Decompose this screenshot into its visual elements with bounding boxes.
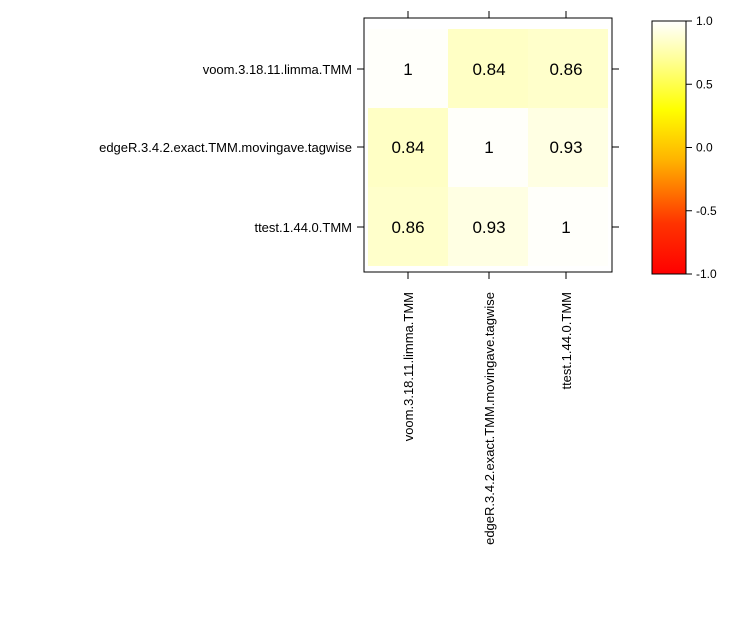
heatmap-cell <box>368 29 448 108</box>
column-label: edgeR.3.4.2.exact.TMM.movingave.tagwise <box>482 292 497 545</box>
heatmap-cell <box>448 108 528 187</box>
heatmap-value-label: 1 <box>484 138 493 157</box>
colorbar-tick-label: 0.0 <box>696 141 713 155</box>
heatmap-cells <box>368 29 608 266</box>
row-label: voom.3.18.11.limma.TMM <box>203 62 352 77</box>
heatmap-value-label: 0.86 <box>391 218 424 237</box>
heatmap-value-label: 1 <box>403 60 412 79</box>
heatmap-cell <box>448 29 528 108</box>
heatmap-cell <box>528 108 608 187</box>
heatmap-value-label: 0.84 <box>391 138 424 157</box>
colorbar: 1.0 0.5 0.0 -0.5 -1.0 <box>651 14 717 281</box>
heatmap-value-labels: 1 0.84 0.86 0.84 1 0.93 0.86 0.93 1 <box>391 60 582 237</box>
heatmap-cell <box>448 187 528 266</box>
plot-frame <box>363 17 613 273</box>
column-label: ttest.1.44.0.TMM <box>559 292 574 390</box>
heatmap-cell <box>528 29 608 108</box>
colorbar-gradient <box>651 20 687 275</box>
heatmap-cell <box>528 187 608 266</box>
heatmap-value-label: 0.84 <box>472 60 505 79</box>
row-label: ttest.1.44.0.TMM <box>254 220 352 235</box>
heatmap-value-label: 1 <box>561 218 570 237</box>
heatmap-value-label: 0.93 <box>549 138 582 157</box>
heatmap-axes: voom.3.18.11.limma.TMM edgeR.3.4.2.exact.… <box>99 11 619 545</box>
heatmap-cell <box>368 187 448 266</box>
column-label: voom.3.18.11.limma.TMM <box>401 292 416 441</box>
colorbar-tick-label: 0.5 <box>696 77 713 91</box>
heatmap-value-label: 0.86 <box>549 60 582 79</box>
heatmap-cell <box>368 108 448 187</box>
colorbar-tick-label: -0.5 <box>696 204 717 218</box>
colorbar-tick-label: 1.0 <box>696 14 713 28</box>
heatmap-value-label: 0.93 <box>472 218 505 237</box>
colorbar-tick-label: -1.0 <box>696 267 717 281</box>
row-label: edgeR.3.4.2.exact.TMM.movingave.tagwise <box>99 140 352 155</box>
